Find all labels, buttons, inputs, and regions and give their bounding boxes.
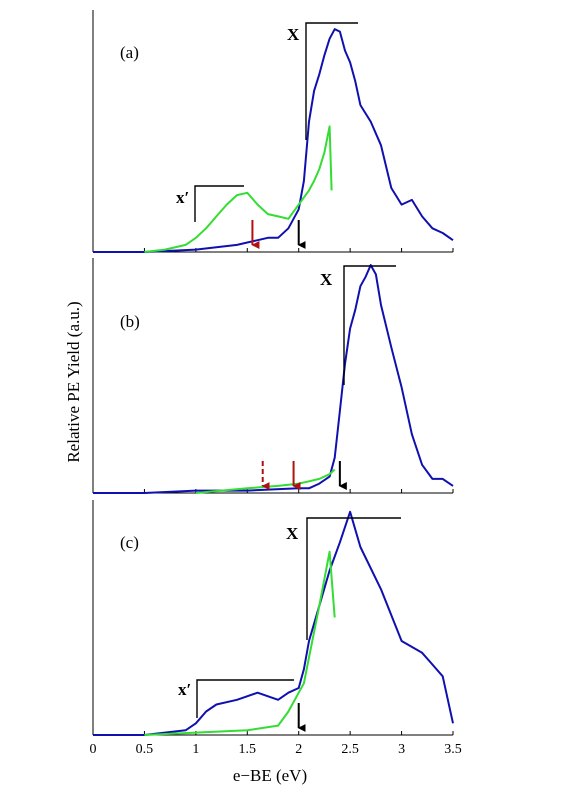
band-label: X — [320, 270, 333, 289]
axes-group — [92, 10, 454, 736]
band-bracket — [305, 22, 358, 140]
x-tick-label: 0.5 — [136, 742, 154, 757]
arrow-group — [251, 220, 347, 732]
green-spectrum-line — [144, 125, 333, 253]
x-tick-label: 3.5 — [444, 742, 462, 757]
x-axis-title: e−BE (eV) — [233, 766, 307, 785]
x-tick-label: 1 — [192, 742, 199, 757]
blue-spectrum-line — [93, 510, 454, 736]
blue-spectrum-line — [93, 264, 454, 494]
x-tick-label: 0 — [90, 742, 97, 757]
x-tick-label: 3 — [398, 742, 405, 757]
y-axis-title: Relative PE Yield (a.u.) — [64, 301, 83, 462]
text-group: (a) Xx′ (b) X (c) Xx′ 0 0.5 1 1.5 2 2.5 3 3.5 e−BE (eV… — [64, 25, 462, 785]
green-spectrum-line — [144, 550, 336, 736]
band-bracket — [343, 265, 396, 385]
band-label: X — [287, 25, 300, 44]
band-label: x′ — [178, 680, 191, 699]
series-group — [93, 28, 454, 736]
panel-label: (b) — [120, 312, 140, 331]
band-bracket — [196, 679, 294, 718]
blue-spectrum-line — [93, 28, 454, 253]
band-label: X — [286, 524, 299, 543]
panel-label: (a) — [120, 43, 139, 62]
band-bracket — [306, 517, 401, 640]
green-spectrum-line — [195, 468, 336, 494]
bracket-group — [194, 22, 401, 718]
band-bracket — [194, 185, 244, 222]
panel-label: (c) — [120, 533, 139, 552]
band-label: x′ — [176, 188, 189, 207]
x-tick-label: 2 — [295, 742, 302, 757]
x-tick-label: 2.5 — [341, 742, 359, 757]
x-tick-label: 1.5 — [239, 742, 257, 757]
